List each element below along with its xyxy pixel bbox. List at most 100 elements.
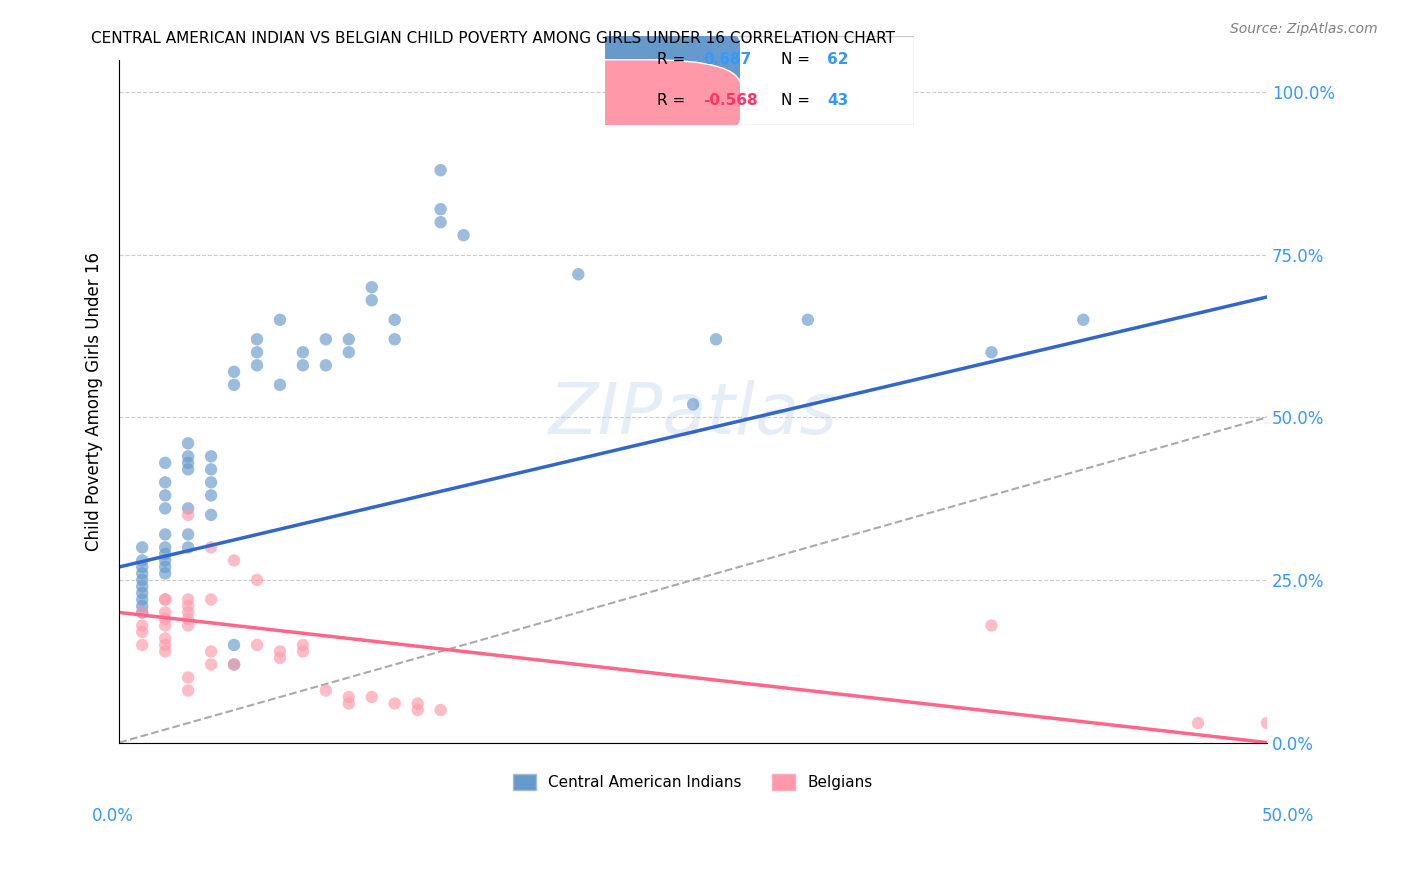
Point <box>153 560 176 574</box>
Point <box>177 462 200 476</box>
Point <box>153 553 176 567</box>
Point <box>567 267 589 281</box>
Text: N =: N = <box>780 53 810 67</box>
Point <box>153 527 176 541</box>
Text: 0.0%: 0.0% <box>91 807 134 825</box>
Point <box>153 618 176 632</box>
Point <box>131 606 153 620</box>
Point <box>453 228 475 243</box>
Point <box>291 644 314 658</box>
Text: CENTRAL AMERICAN INDIAN VS BELGIAN CHILD POVERTY AMONG GIRLS UNDER 16 CORRELATIO: CENTRAL AMERICAN INDIAN VS BELGIAN CHILD… <box>91 31 896 46</box>
Point <box>222 638 245 652</box>
Point <box>177 527 200 541</box>
Point <box>315 332 337 346</box>
Point <box>246 638 269 652</box>
Point <box>1256 716 1278 731</box>
Point <box>360 280 382 294</box>
Point <box>200 450 222 464</box>
Point <box>384 697 406 711</box>
Point <box>153 488 176 502</box>
Point <box>222 657 245 672</box>
Point <box>291 359 314 373</box>
Point <box>269 312 291 326</box>
Point <box>131 566 153 581</box>
Point <box>246 573 269 587</box>
Point <box>177 612 200 626</box>
Point <box>153 501 176 516</box>
Point <box>153 592 176 607</box>
Point <box>131 624 153 639</box>
Point <box>360 690 382 704</box>
Point <box>797 312 820 326</box>
Point <box>315 683 337 698</box>
Point <box>177 599 200 613</box>
Point <box>429 215 451 229</box>
Point <box>177 436 200 450</box>
Point <box>291 345 314 359</box>
Point <box>246 345 269 359</box>
Point <box>153 644 176 658</box>
Point <box>1071 312 1094 326</box>
Point <box>246 359 269 373</box>
Legend: Central American Indians, Belgians: Central American Indians, Belgians <box>508 768 879 797</box>
Point <box>429 703 451 717</box>
Point <box>131 553 153 567</box>
Point <box>337 690 360 704</box>
Text: R =: R = <box>657 53 685 67</box>
Point <box>337 332 360 346</box>
Point <box>177 456 200 470</box>
Point <box>429 163 451 178</box>
Point <box>131 541 153 555</box>
Point <box>131 560 153 574</box>
Point <box>200 488 222 502</box>
FancyBboxPatch shape <box>517 60 741 145</box>
Point <box>200 462 222 476</box>
Text: Source: ZipAtlas.com: Source: ZipAtlas.com <box>1230 22 1378 37</box>
Point <box>177 541 200 555</box>
Point <box>177 683 200 698</box>
Point <box>360 293 382 308</box>
Point <box>200 475 222 490</box>
Y-axis label: Child Poverty Among Girls Under 16: Child Poverty Among Girls Under 16 <box>86 252 103 550</box>
Point <box>153 632 176 646</box>
Point <box>131 618 153 632</box>
Point <box>222 553 245 567</box>
Point <box>177 508 200 522</box>
Point <box>153 541 176 555</box>
Point <box>177 450 200 464</box>
Point <box>153 475 176 490</box>
Point <box>131 638 153 652</box>
Point <box>246 332 269 346</box>
Point <box>291 638 314 652</box>
Point <box>980 345 1002 359</box>
Point <box>153 547 176 561</box>
Point <box>337 345 360 359</box>
Text: 0.687: 0.687 <box>703 53 752 67</box>
Point <box>269 644 291 658</box>
Point <box>200 508 222 522</box>
Text: 43: 43 <box>827 94 849 108</box>
Point <box>177 592 200 607</box>
Text: 50.0%: 50.0% <box>1263 807 1315 825</box>
Text: ZIPatlas: ZIPatlas <box>548 380 838 450</box>
Point <box>222 377 245 392</box>
Point <box>384 312 406 326</box>
Point <box>269 377 291 392</box>
Point <box>406 697 429 711</box>
Text: N =: N = <box>780 94 810 108</box>
Point <box>177 606 200 620</box>
Point <box>153 606 176 620</box>
Point <box>222 365 245 379</box>
Point <box>131 573 153 587</box>
Point <box>429 202 451 217</box>
FancyBboxPatch shape <box>517 18 741 103</box>
Point <box>131 599 153 613</box>
Point <box>177 618 200 632</box>
Point <box>177 501 200 516</box>
Point <box>682 397 704 411</box>
Text: R =: R = <box>657 94 685 108</box>
Point <box>200 592 222 607</box>
Point <box>269 651 291 665</box>
Point <box>177 671 200 685</box>
Point <box>704 332 727 346</box>
